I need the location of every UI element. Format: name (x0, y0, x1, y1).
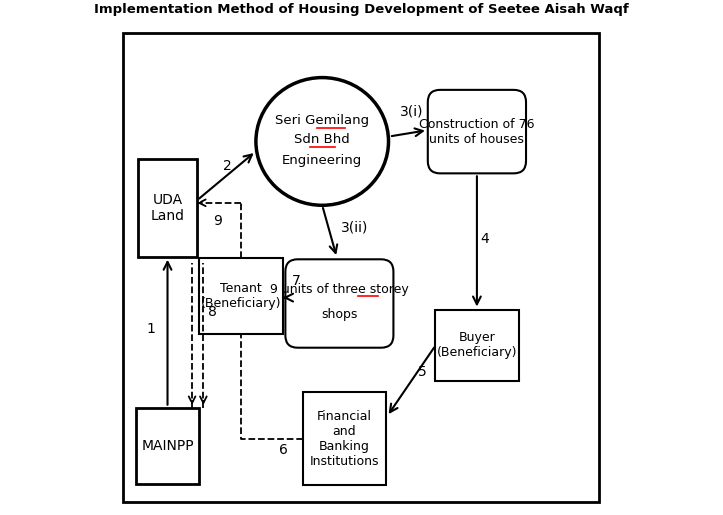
Text: Construction of 76
units of houses: Construction of 76 units of houses (419, 117, 535, 146)
Text: shops: shops (321, 308, 358, 321)
Text: 1: 1 (146, 322, 155, 336)
Text: 3(ii): 3(ii) (341, 220, 368, 234)
Text: 4: 4 (480, 232, 489, 246)
Text: 9 units of three storey: 9 units of three storey (270, 283, 408, 296)
Text: UDA
Land: UDA Land (150, 193, 184, 223)
Text: Seri Gemilang: Seri Gemilang (275, 114, 369, 127)
Bar (302, 392, 386, 485)
Ellipse shape (256, 78, 388, 205)
Text: Tenant
(Beneficiary): Tenant (Beneficiary) (201, 282, 281, 310)
Text: 9: 9 (213, 214, 221, 228)
Title: Implementation Method of Housing Development of Seetee Aisah Waqf: Implementation Method of Housing Develop… (94, 3, 629, 16)
Text: Buyer
(Beneficiary): Buyer (Beneficiary) (437, 331, 517, 359)
Text: Financial
and
Banking
Institutions: Financial and Banking Institutions (309, 409, 379, 468)
Bar (435, 310, 518, 381)
Text: 5: 5 (417, 365, 427, 379)
Text: 3(i): 3(i) (400, 105, 423, 118)
FancyBboxPatch shape (428, 90, 526, 174)
Text: MAINPP: MAINPP (141, 439, 194, 453)
Text: Engineering: Engineering (282, 153, 362, 166)
Text: Sdn Bhd: Sdn Bhd (294, 133, 350, 146)
Bar (136, 408, 200, 484)
Text: 2: 2 (223, 159, 232, 173)
Bar (138, 159, 197, 257)
Bar (200, 258, 283, 334)
Text: 8: 8 (208, 305, 217, 319)
FancyBboxPatch shape (286, 259, 393, 348)
Text: 7: 7 (292, 274, 301, 288)
Text: 6: 6 (280, 443, 288, 457)
